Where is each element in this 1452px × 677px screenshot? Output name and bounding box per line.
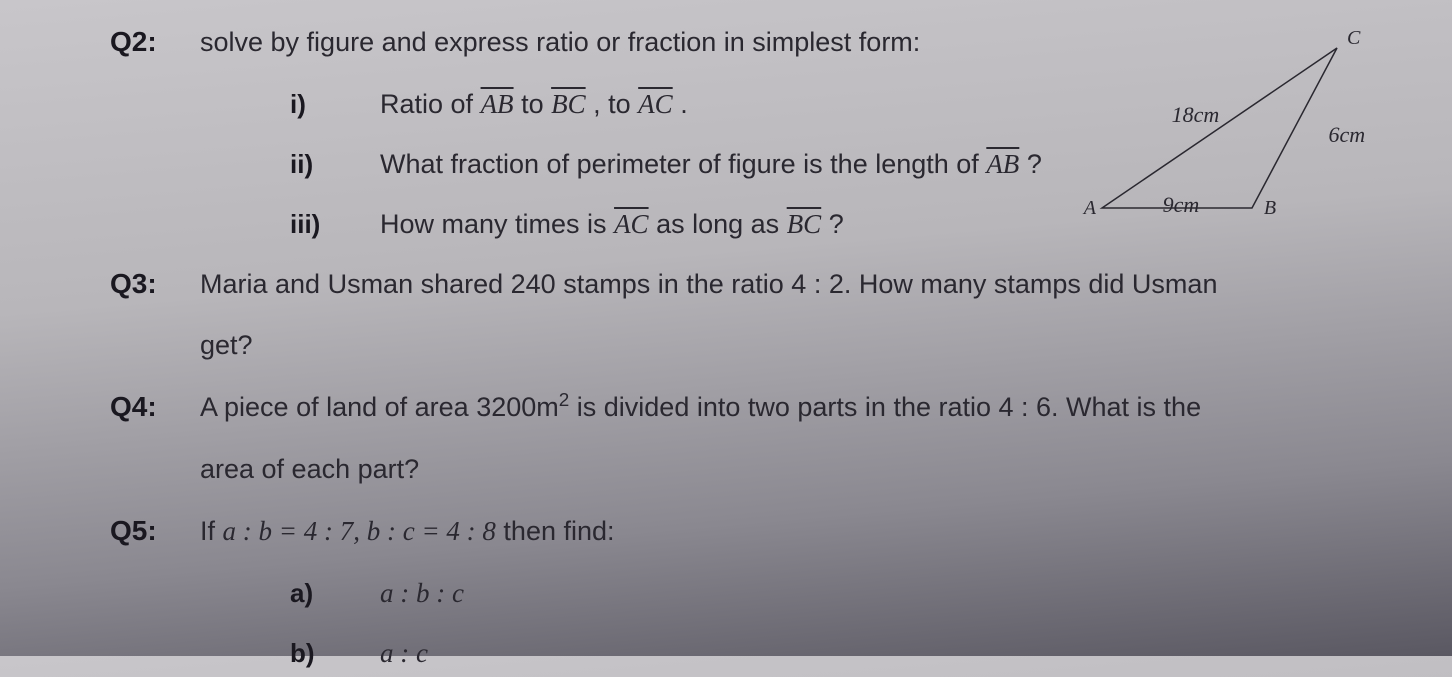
q4-label: Q4:: [110, 391, 200, 423]
q2-i-mid2: , to: [593, 89, 638, 119]
q2-iii-seg2: BC: [787, 209, 822, 239]
q2-ii-textA: What fraction of perimeter of figure is …: [380, 149, 986, 179]
q2-iii-tail: ?: [829, 209, 844, 239]
q5-row: Q5: If a : b = 4 : 7, b : c = 4 : 8 then…: [110, 509, 1392, 555]
q4-line1b: is divided into two parts in the ratio 4…: [569, 392, 1201, 422]
q3-row: Q3: Maria and Usman shared 240 stamps in…: [110, 262, 1392, 308]
q4-row: Q4: A piece of land of area 3200m2 is di…: [110, 385, 1392, 431]
q5-a-expr: a : b : c: [380, 571, 464, 617]
q5-label: Q5:: [110, 515, 200, 547]
q2-iii-textA: How many times is: [380, 209, 614, 239]
q2-ii-tail: ?: [1027, 149, 1042, 179]
q3-line1: Maria and Usman shared 240 stamps in the…: [200, 262, 1217, 308]
q2-i-tail: .: [680, 89, 688, 119]
q2-i-textA: Ratio of: [380, 89, 481, 119]
q2-i-text: Ratio of AB to BC , to AC .: [380, 82, 688, 128]
q2-label: Q2:: [110, 26, 200, 58]
q2-i-seg2: BC: [551, 89, 586, 119]
svg-text:B: B: [1264, 197, 1276, 219]
q2-iii-num: iii): [290, 209, 380, 240]
q2-ii-num: ii): [290, 149, 380, 180]
q2-i-seg3: AC: [638, 89, 673, 119]
svg-text:18cm: 18cm: [1172, 102, 1220, 127]
q2-ii-seg1: AB: [986, 149, 1019, 179]
svg-text:C: C: [1347, 28, 1361, 49]
q5-b-expr: a : c: [380, 631, 428, 677]
q4-line1: A piece of land of area 3200m2 is divide…: [200, 385, 1201, 431]
triangle-svg: A B C 18cm 6cm 9cm: [1082, 28, 1382, 238]
q2-prompt: solve by figure and express ratio or fra…: [200, 20, 920, 66]
q5-promptA: If: [200, 516, 223, 546]
q3-line2: get?: [110, 323, 1392, 369]
q4-sup: 2: [559, 390, 570, 411]
q5-part-b: b) a : c: [110, 631, 1392, 677]
q5-promptB: then find:: [503, 516, 614, 546]
q2-i-seg1: AB: [481, 89, 514, 119]
q5-prompt: If a : b = 4 : 7, b : c = 4 : 8 then fin…: [200, 509, 615, 555]
svg-text:A: A: [1082, 197, 1097, 219]
triangle-figure: A B C 18cm 6cm 9cm: [1082, 28, 1382, 228]
q2-i-mid1: to: [521, 89, 551, 119]
q2-iii-text: How many times is AC as long as BC ?: [380, 202, 844, 248]
q2-i-num: i): [290, 89, 380, 120]
q3-label: Q3:: [110, 268, 200, 300]
q2-iii-mid: as long as: [656, 209, 787, 239]
q2-ii-text: What fraction of perimeter of figure is …: [380, 142, 1042, 188]
svg-text:9cm: 9cm: [1163, 192, 1200, 217]
q4-line2: area of each part?: [110, 447, 1392, 493]
q5-exprA: a : b = 4 : 7, b : c = 4 : 8: [223, 516, 496, 546]
q4-line1a: A piece of land of area 3200m: [200, 392, 559, 422]
q2-iii-seg1: AC: [614, 209, 649, 239]
svg-text:6cm: 6cm: [1329, 122, 1366, 147]
q5-b-num: b): [290, 638, 380, 669]
q5-a-num: a): [290, 578, 380, 609]
q5-part-a: a) a : b : c: [110, 571, 1392, 617]
